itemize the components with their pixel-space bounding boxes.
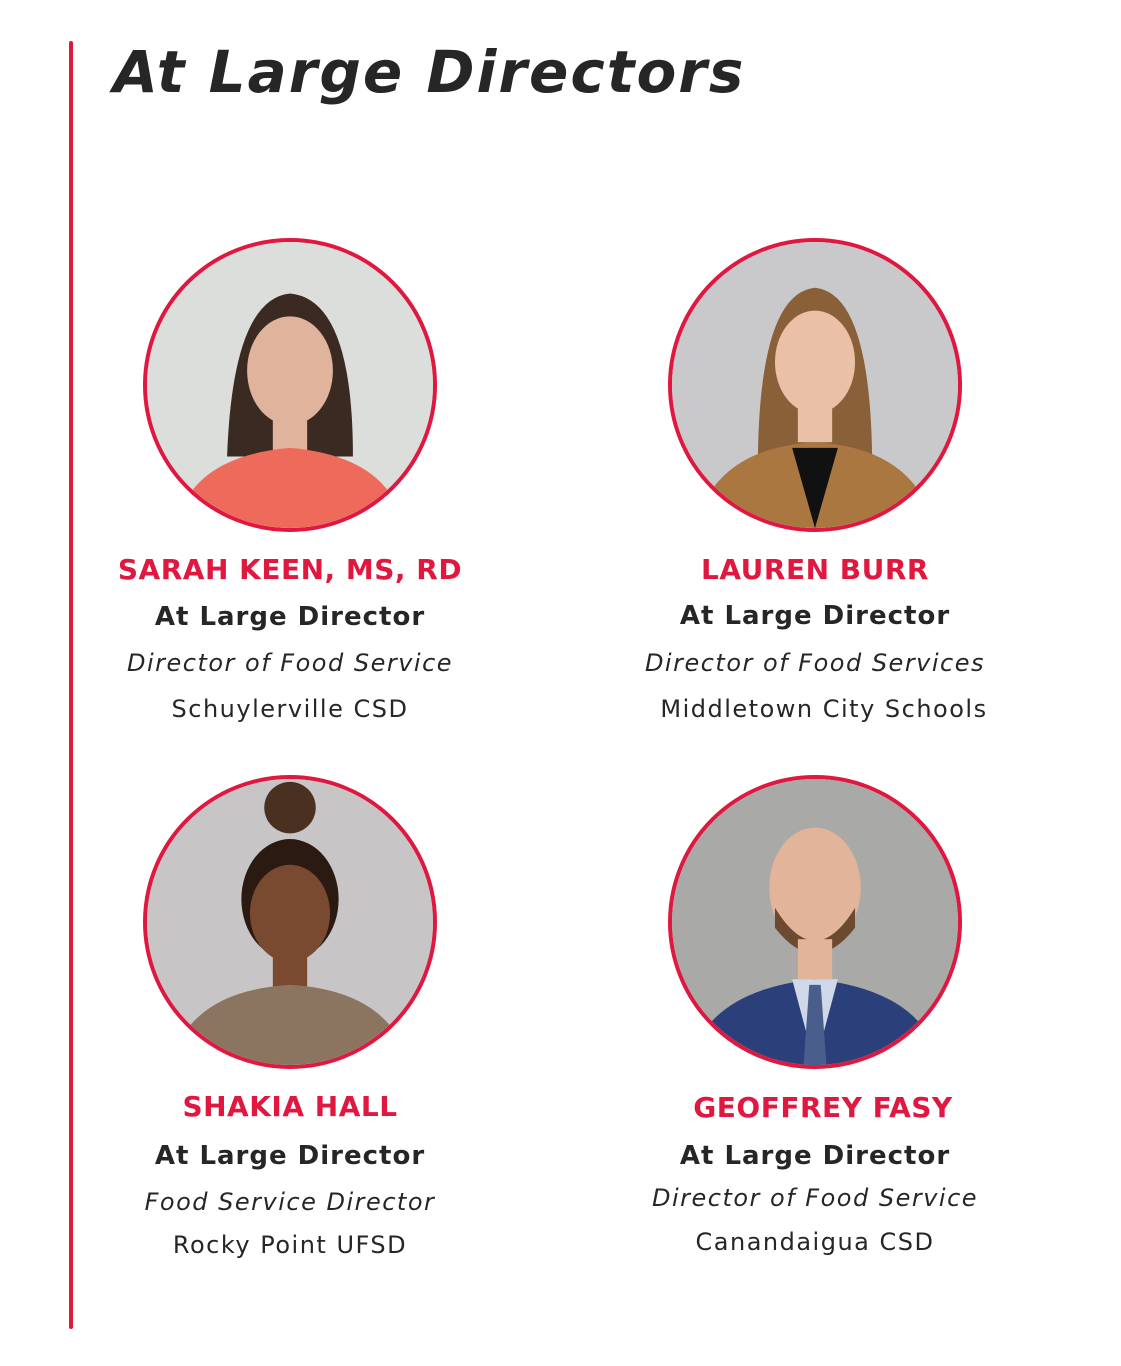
- director-name: GEOFFREY FASY: [693, 1091, 953, 1124]
- director-organization: Rocky Point UFSD: [172, 1231, 408, 1259]
- page-title: At Large Directors: [113, 38, 746, 106]
- director-name: SHAKIA HALL: [182, 1090, 398, 1123]
- director-role: At Large Director: [154, 602, 426, 632]
- director-title: Director of Food Service: [126, 649, 454, 677]
- director-name: LAUREN BURR: [701, 553, 929, 586]
- director-title: Food Service Director: [144, 1188, 436, 1216]
- director-photo: [143, 238, 437, 532]
- director-role: At Large Director: [154, 1141, 426, 1171]
- director-organization: Schuylerville CSD: [171, 695, 409, 723]
- director-title: Director of Food Services: [644, 649, 986, 677]
- director-organization: Canandaigua CSD: [695, 1228, 935, 1256]
- director-photo: [668, 238, 962, 532]
- director-name: SARAH KEEN, MS, RD: [117, 553, 463, 586]
- director-role: At Large Director: [679, 601, 951, 631]
- director-photo: [143, 775, 437, 1069]
- director-title: Director of Food Service: [651, 1184, 979, 1212]
- director-role: At Large Director: [679, 1141, 951, 1171]
- director-organization: Middletown City Schools: [660, 695, 988, 723]
- accent-vertical-rule: [69, 41, 73, 1329]
- director-photo: [668, 775, 962, 1069]
